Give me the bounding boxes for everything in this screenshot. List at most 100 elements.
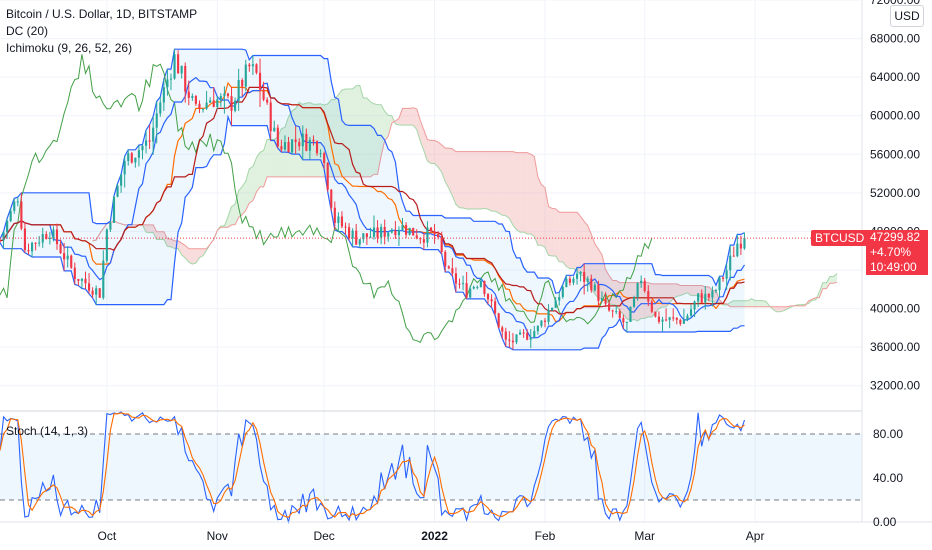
- last-price-value: 47299.82: [870, 230, 921, 245]
- candle-body: [707, 293, 710, 298]
- candle: [184, 62, 187, 103]
- candle: [732, 246, 735, 257]
- candle: [20, 192, 23, 231]
- cloud-segment: [178, 240, 182, 255]
- cloud-segment: [534, 156, 538, 246]
- candlestick-series[interactable]: [0, 49, 746, 350]
- candle-body: [287, 142, 290, 153]
- candle-body: [693, 301, 696, 310]
- candle-body: [273, 127, 276, 132]
- candle: [9, 208, 12, 223]
- time-tick-label: Mar: [634, 529, 655, 543]
- candle: [305, 128, 308, 152]
- cloud-segment: [676, 283, 681, 297]
- candle: [80, 278, 83, 289]
- cloud-segment: [398, 108, 403, 126]
- candle-body: [486, 293, 490, 300]
- candle-body: [177, 54, 180, 74]
- cloud-segment: [826, 276, 830, 289]
- candle: [558, 292, 561, 306]
- symbol-title[interactable]: Bitcoin / U.S. Dollar, 1D, BITSTAMP: [6, 7, 198, 21]
- cloud-segment: [680, 285, 684, 296]
- candle-body: [166, 79, 169, 88]
- candle: [629, 306, 632, 323]
- candle: [52, 226, 55, 242]
- candle: [714, 288, 718, 294]
- candle-body: [654, 311, 657, 317]
- candle: [308, 136, 311, 160]
- donchian-channel: [0, 48, 745, 351]
- cloud-segment: [342, 89, 346, 177]
- candle: [707, 293, 710, 302]
- cloud-segment: [733, 300, 738, 307]
- candle: [572, 276, 575, 286]
- candle-body: [444, 251, 447, 267]
- candle-body: [55, 229, 59, 245]
- candle: [422, 232, 425, 250]
- candle: [177, 50, 180, 74]
- candle-body: [63, 253, 66, 260]
- cloud-segment: [409, 107, 414, 126]
- candle: [394, 221, 397, 239]
- stochastic-pane[interactable]: [0, 410, 862, 525]
- candle-body: [380, 226, 383, 238]
- cloud-segment: [452, 148, 456, 205]
- candle-body: [16, 201, 19, 203]
- cloud-segment: [263, 139, 268, 187]
- candle-body: [112, 196, 116, 223]
- cloud-segment: [708, 286, 713, 302]
- candle-body: [387, 232, 390, 237]
- cloud-segment: [562, 212, 567, 267]
- candle: [45, 231, 48, 240]
- candle-body: [162, 87, 165, 103]
- cloud-segment: [359, 85, 364, 177]
- candle: [262, 81, 265, 102]
- candle: [469, 285, 472, 299]
- candle: [209, 97, 212, 103]
- indicator-dc-label[interactable]: DC (20): [6, 24, 49, 38]
- candle: [294, 126, 297, 155]
- cloud-segment: [580, 216, 585, 277]
- candle: [13, 198, 16, 214]
- currency-button[interactable]: USD: [890, 5, 924, 27]
- cloud-segment: [438, 142, 442, 173]
- candle: [458, 278, 461, 289]
- cloud-segment: [552, 208, 556, 256]
- candle-body: [422, 239, 425, 243]
- cloud-segment: [822, 282, 827, 289]
- candle-body: [736, 243, 739, 257]
- cloud-segment: [149, 224, 154, 233]
- candle: [120, 174, 123, 193]
- candle: [404, 222, 408, 239]
- cloud-segment: [192, 248, 196, 265]
- candle-body: [661, 319, 664, 322]
- candle: [636, 282, 639, 301]
- candle-body: [130, 153, 133, 163]
- candle: [98, 287, 101, 298]
- candle-body: [565, 278, 568, 288]
- candle-body: [248, 64, 251, 67]
- cloud-segment: [683, 285, 688, 294]
- candle: [526, 329, 529, 341]
- cloud-segment: [512, 151, 517, 230]
- bar-countdown: 10:49:00: [870, 260, 917, 275]
- candle: [84, 271, 87, 290]
- candle-body: [618, 311, 621, 318]
- candle: [134, 157, 137, 168]
- cloud-segment: [559, 212, 563, 262]
- candle: [48, 232, 51, 245]
- candle: [412, 227, 415, 236]
- candle: [547, 304, 550, 325]
- candle-body: [223, 93, 226, 96]
- candle: [739, 235, 742, 255]
- candle: [319, 149, 322, 158]
- candle: [433, 224, 436, 244]
- candle-body: [433, 231, 436, 235]
- cloud-segment: [288, 110, 293, 177]
- indicator-stoch-label[interactable]: Stoch (14, 1, 3): [6, 424, 89, 438]
- indicator-ichimoku-label[interactable]: Ichimoku (9, 26, 52, 26): [6, 41, 133, 55]
- cloud-segment: [463, 151, 467, 209]
- candle: [16, 197, 19, 207]
- cloud-segment: [662, 283, 667, 307]
